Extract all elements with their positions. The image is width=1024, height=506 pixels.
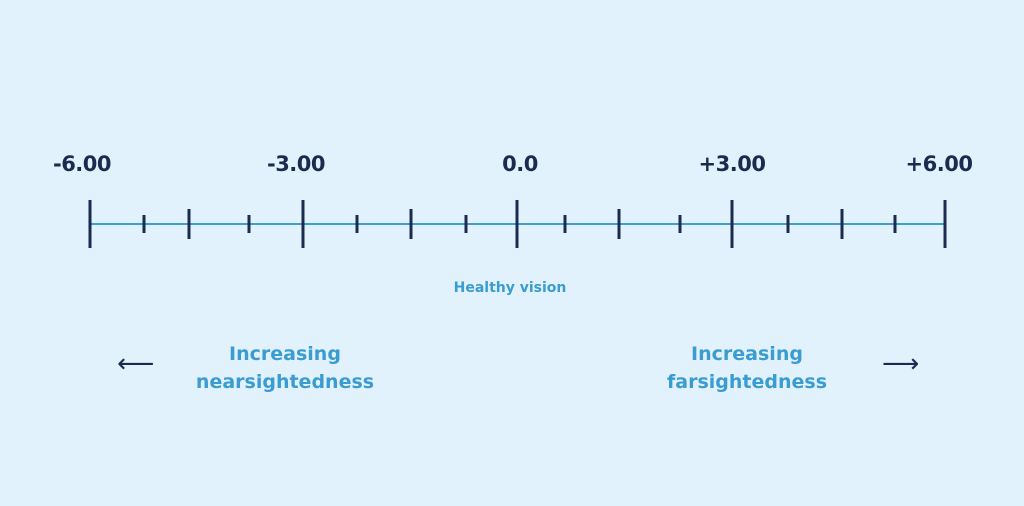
major-tick [301, 200, 305, 248]
scale-label-zero: 0.0 [502, 152, 538, 176]
right-arrow-icon: ⟶ [882, 349, 920, 379]
minor-tick [142, 215, 146, 233]
minor-tick [355, 215, 359, 233]
major-tick [88, 200, 92, 248]
medium-tick [617, 209, 621, 239]
nearsightedness-label: Increasing nearsightedness [196, 340, 374, 396]
scale-label-plus-6: +6.00 [905, 152, 973, 176]
healthy-vision-label: Healthy vision [453, 280, 567, 296]
farsightedness-line2: farsightedness [666, 371, 828, 393]
nearsightedness-line1: Increasing [229, 343, 341, 365]
minor-tick [893, 215, 897, 233]
major-tick [943, 200, 947, 248]
scale-label-plus-3: +3.00 [698, 152, 766, 176]
minor-tick [563, 215, 567, 233]
minor-tick [678, 215, 682, 233]
minor-tick [247, 215, 251, 233]
medium-tick [409, 209, 413, 239]
major-tick [515, 200, 519, 248]
scale-label-minus-6: -6.00 [52, 152, 112, 176]
farsightedness-line1: Increasing [691, 343, 803, 365]
medium-tick [840, 209, 844, 239]
major-tick [730, 200, 734, 248]
minor-tick [464, 215, 468, 233]
nearsightedness-line2: nearsightedness [195, 371, 375, 393]
farsightedness-label: Increasing farsightedness [667, 340, 827, 396]
scale-label-minus-3: -3.00 [266, 152, 326, 176]
left-arrow-icon: ⟵ [117, 349, 155, 379]
minor-tick [786, 215, 790, 233]
medium-tick [187, 209, 191, 239]
